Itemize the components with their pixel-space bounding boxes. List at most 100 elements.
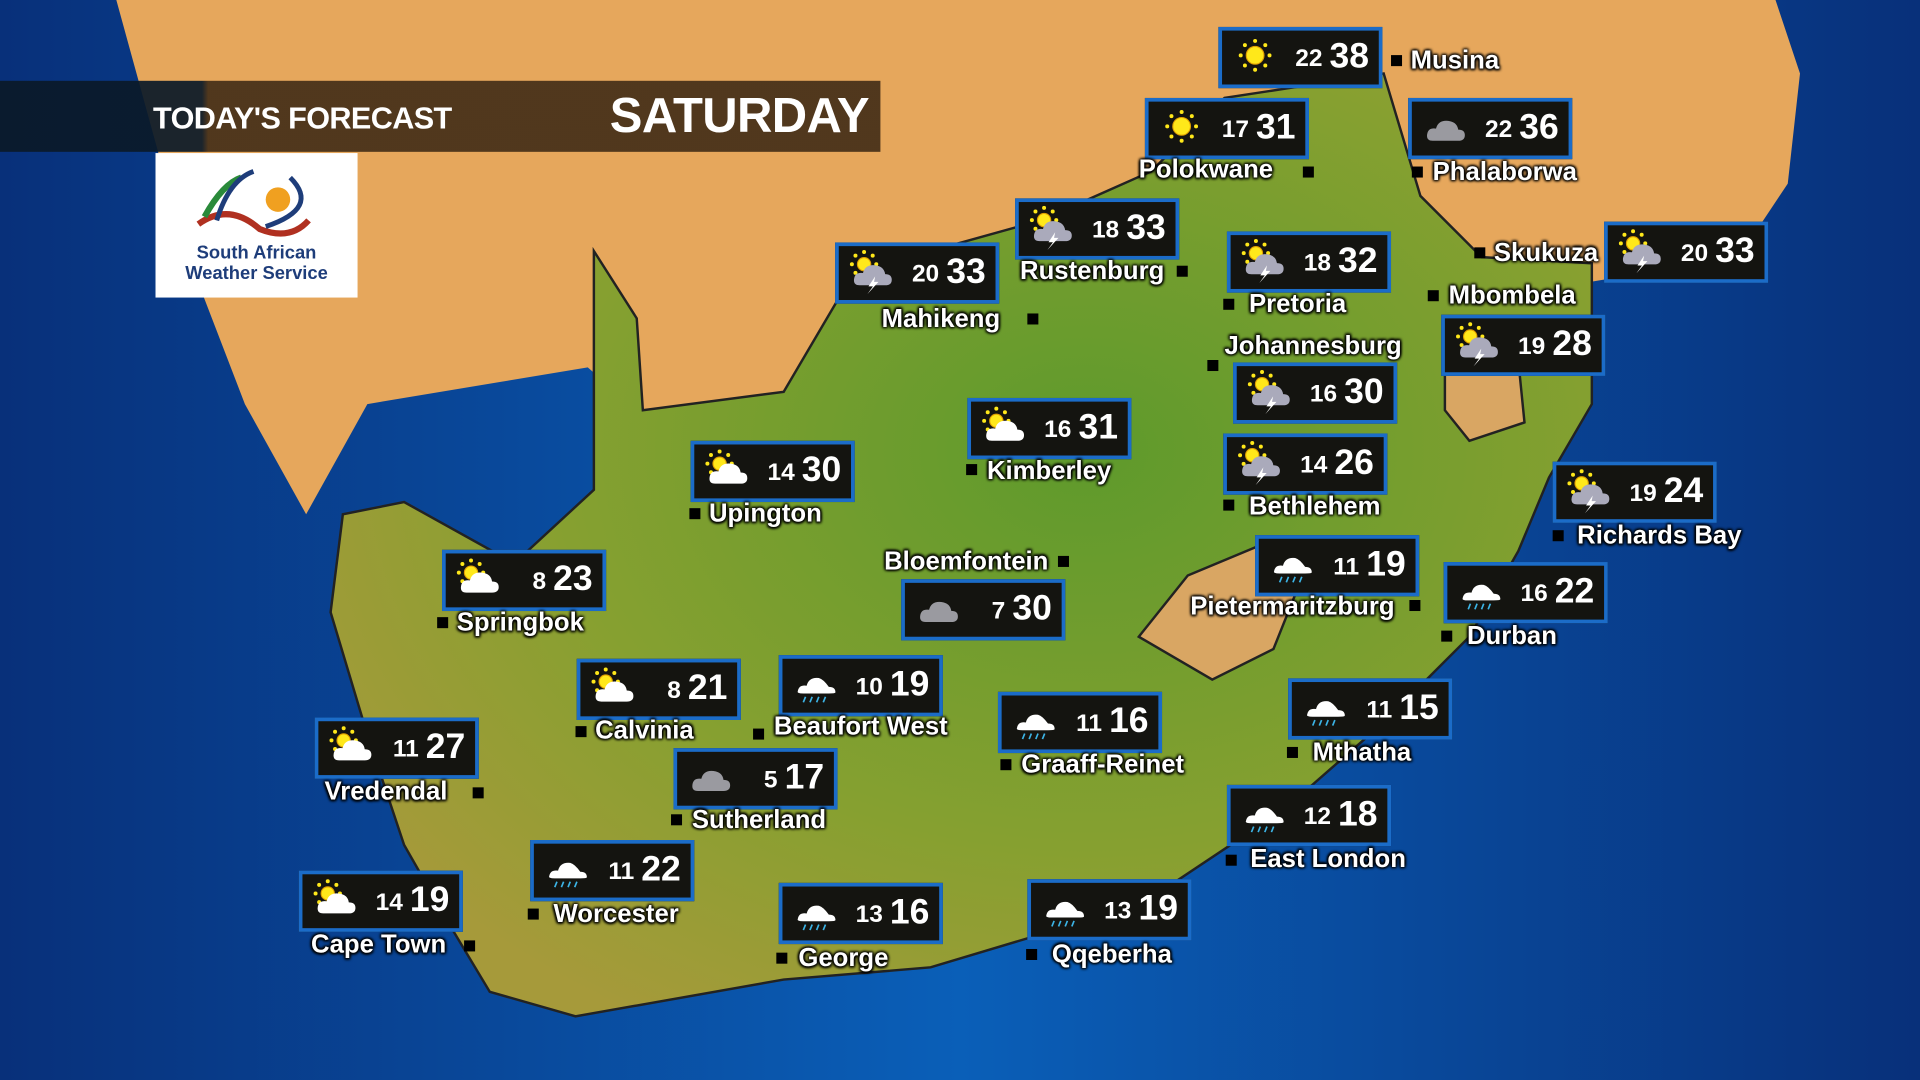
max-temp: 31 xyxy=(1256,107,1296,147)
city-marker xyxy=(1225,854,1237,866)
forecast-box: 12 18 xyxy=(1226,784,1392,847)
rain-icon xyxy=(797,905,836,931)
partly-cloudy-icon xyxy=(591,667,634,702)
sunny-icon xyxy=(1238,38,1272,72)
city-marker xyxy=(776,952,788,964)
max-temp: 30 xyxy=(801,450,842,490)
city-label: Bloemfontein xyxy=(884,547,1049,576)
thunderstorm-icon xyxy=(1456,322,1498,367)
min-temp: 22 xyxy=(1485,116,1513,144)
forecast-box: 10 19 xyxy=(778,655,943,717)
min-temp: 11 xyxy=(1333,553,1360,581)
rain-icon xyxy=(1046,901,1085,927)
partly-cloudy-icon xyxy=(982,406,1025,441)
max-temp: 26 xyxy=(1334,443,1374,483)
forecast-box: 11 15 xyxy=(1288,678,1453,740)
city-marker xyxy=(1207,360,1219,372)
min-temp: 13 xyxy=(1104,897,1132,925)
city-marker xyxy=(1026,948,1038,961)
min-temp: 19 xyxy=(1518,333,1546,361)
city-marker xyxy=(1223,499,1235,511)
city-marker xyxy=(1027,313,1039,325)
max-temp: 19 xyxy=(889,664,930,705)
min-temp: 7 xyxy=(991,597,1006,625)
rain-icon xyxy=(1016,714,1055,740)
min-temp: 11 xyxy=(608,858,635,886)
max-temp: 19 xyxy=(1138,888,1178,929)
min-temp: 22 xyxy=(1295,45,1323,73)
max-temp: 38 xyxy=(1329,36,1369,76)
city-label: Vredendal xyxy=(324,777,448,806)
city-marker xyxy=(1391,55,1403,67)
forecast-box: 22 36 xyxy=(1408,97,1573,160)
min-temp: 20 xyxy=(1680,240,1709,267)
forecast-box: 16 22 xyxy=(1443,562,1608,624)
rain-icon xyxy=(1307,701,1345,726)
max-temp: 19 xyxy=(409,880,450,920)
max-temp: 32 xyxy=(1338,241,1378,281)
city-label: Mbombela xyxy=(1448,281,1576,310)
forecast-box: 18 32 xyxy=(1226,231,1392,293)
city-marker xyxy=(1409,600,1421,612)
city-marker xyxy=(966,464,978,476)
forecast-box: 19 28 xyxy=(1441,314,1606,376)
city-marker xyxy=(689,508,701,520)
city-marker xyxy=(1286,746,1298,758)
logo-line2: Weather Service xyxy=(185,263,328,285)
city-label: Phalaborwa xyxy=(1432,157,1577,187)
saws-emblem-icon xyxy=(196,169,311,237)
forecast-box: 20 33 xyxy=(1604,221,1769,283)
max-temp: 19 xyxy=(1366,544,1406,585)
city-marker xyxy=(1057,555,1069,567)
thunderstorm-icon xyxy=(1029,205,1072,251)
min-temp: 12 xyxy=(1303,803,1332,831)
thunderstorm-icon xyxy=(1567,469,1610,514)
thunderstorm-icon xyxy=(1238,441,1280,486)
cloudy-icon xyxy=(1427,120,1465,141)
rain-icon xyxy=(1245,807,1284,833)
thunderstorm-icon xyxy=(849,250,892,295)
city-label: Mthatha xyxy=(1312,738,1412,767)
max-temp: 30 xyxy=(1344,372,1384,412)
forecast-box: 16 30 xyxy=(1233,362,1398,424)
city-label: Kimberley xyxy=(986,456,1112,485)
logo-line1: South African xyxy=(196,242,317,264)
min-temp: 16 xyxy=(1309,380,1338,408)
city-label: Beaufort West xyxy=(773,712,948,741)
max-temp: 33 xyxy=(1126,208,1166,248)
forecast-title: TODAY'S FORECAST xyxy=(153,101,452,136)
min-temp: 14 xyxy=(767,459,795,487)
min-temp: 16 xyxy=(1520,580,1548,608)
city-marker xyxy=(1411,166,1423,178)
city-marker xyxy=(1427,290,1439,302)
min-temp: 8 xyxy=(532,568,547,596)
city-label: Graaff-Reinet xyxy=(1021,750,1185,779)
rain-icon xyxy=(1273,557,1312,583)
city-label: Qqeberha xyxy=(1051,940,1172,969)
forecast-box: 20 33 xyxy=(835,242,1000,304)
city-label: Springbok xyxy=(456,608,584,637)
max-temp: 27 xyxy=(425,727,466,767)
city-label: Sutherland xyxy=(691,805,827,834)
max-temp: 36 xyxy=(1519,107,1559,147)
max-temp: 31 xyxy=(1078,407,1118,447)
forecast-box: 11 19 xyxy=(1255,535,1420,597)
min-temp: 14 xyxy=(375,888,403,916)
forecast-box: 14 26 xyxy=(1223,433,1388,495)
thunderstorm-icon xyxy=(1618,229,1661,274)
forecast-box: 11 22 xyxy=(530,840,695,902)
min-temp: 13 xyxy=(855,901,883,929)
min-temp: 5 xyxy=(763,766,778,794)
max-temp: 33 xyxy=(1715,231,1755,271)
city-label: Johannesburg xyxy=(1224,331,1402,361)
city-label: Mahikeng xyxy=(881,304,1001,334)
partly-cloudy-icon xyxy=(705,449,748,484)
forecast-box: 7 30 xyxy=(901,579,1066,641)
cloudy-icon xyxy=(692,770,731,791)
city-label: Rustenburg xyxy=(1020,257,1165,286)
partly-cloudy-icon xyxy=(329,726,372,761)
max-temp: 24 xyxy=(1663,471,1704,511)
min-temp: 14 xyxy=(1300,451,1328,479)
max-temp: 22 xyxy=(1554,571,1595,612)
partly-cloudy-icon xyxy=(456,558,499,593)
